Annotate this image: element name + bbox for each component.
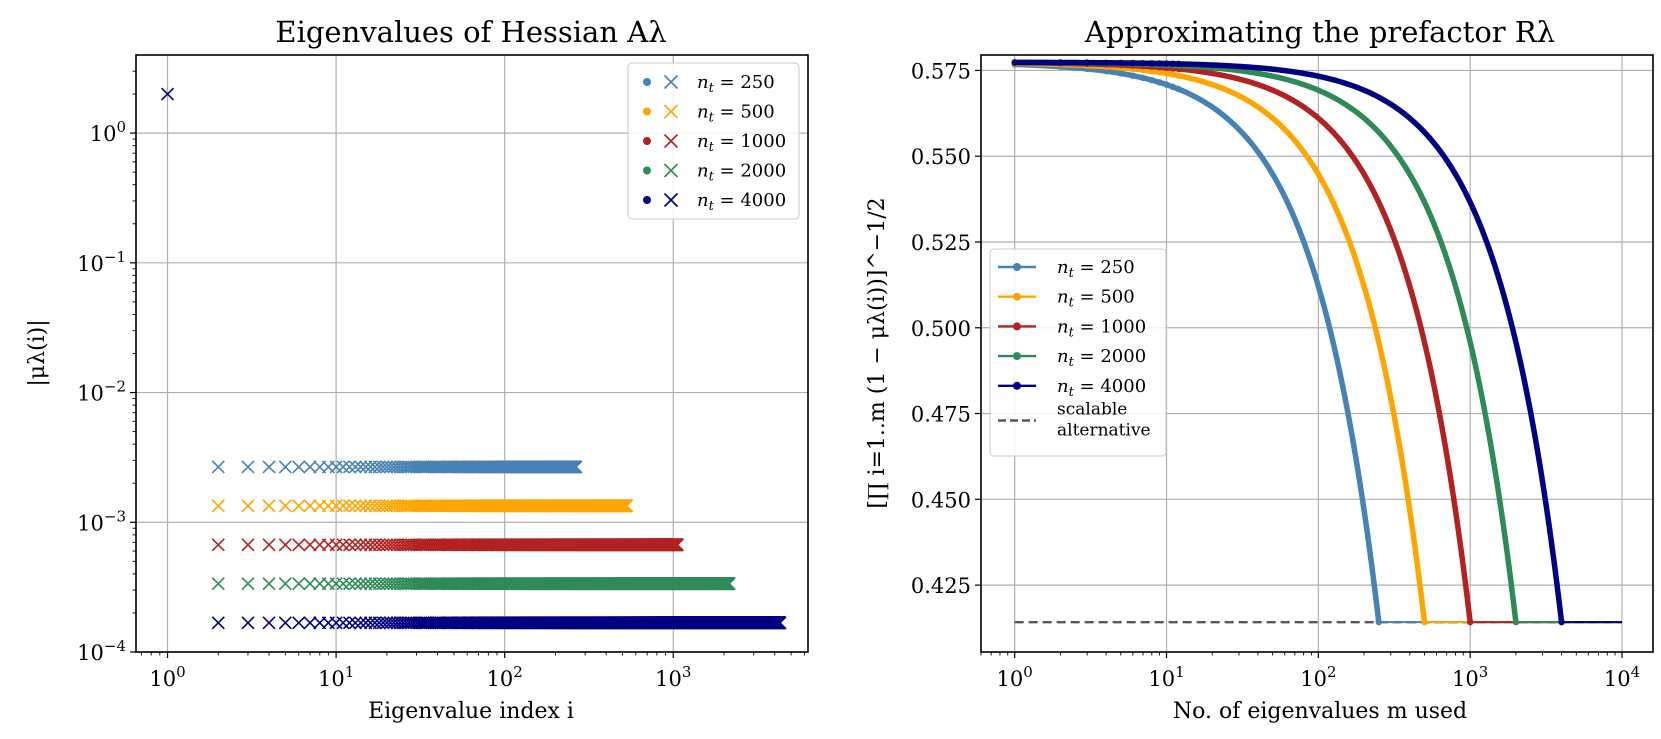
legend-box (989, 248, 1167, 457)
legend-dot (643, 107, 651, 116)
plot-area (160, 87, 787, 630)
y-tick-label: 0.550 (911, 145, 971, 169)
eigenvalue-series-500 (211, 499, 634, 513)
x-tick-label: 100 (149, 663, 185, 691)
y-axis-label: |μλ(i)| (25, 319, 50, 386)
y-tick-label: 10−3 (77, 507, 126, 535)
legend-cross (663, 74, 679, 90)
y-tick-label: 0.500 (911, 317, 971, 341)
legend-label-baseline: alternative (1057, 421, 1151, 441)
legend: nt = 250 nt = 500 nt = 1000 nt = 2000 nt = 4… (989, 248, 1167, 457)
y-tick-label: 0.475 (911, 403, 971, 427)
x-axis-label: Eigenvalue index i (368, 699, 574, 724)
legend-box (627, 62, 800, 220)
eigenvalue-chart: Eigenvalues of Hessian Aλ 100 101 102 10310… (25, 15, 809, 724)
legend-dot (643, 166, 651, 175)
legend-label: nt = 4000 (1057, 376, 1146, 400)
eigenvalue-series-1000 (211, 538, 685, 552)
prefactor-chart: Approximating the prefactor Rλ 100 101 102… (865, 15, 1654, 724)
legend-label: nt = 2000 (1057, 346, 1146, 370)
y-tick-label: 10−4 (77, 637, 126, 665)
legend: nt = 250 nt = 500 nt = 1000 nt = 2000 nt = 4… (627, 62, 800, 220)
legend-cross (663, 163, 679, 178)
legend-label-baseline: scalable (1057, 400, 1127, 420)
eigenvalue-series-250 (211, 460, 583, 474)
y-tick-label: 0.425 (911, 574, 971, 598)
eigenvalue-series-4000 (211, 616, 787, 630)
axis-ticks: 100 101 102 103 104 0.425 0.450 0.475 0.500 0.525… (911, 59, 1640, 691)
y-tick-label: 100 (90, 118, 126, 146)
axes-frame (980, 54, 1654, 653)
y-tick-label: 0.450 (911, 488, 971, 512)
legend-cross (663, 192, 679, 208)
x-tick-label: 103 (1452, 663, 1488, 691)
curve-250 (1013, 61, 1382, 623)
legend-label: nt = 500 (697, 102, 775, 126)
chart-title: Approximating the prefactor Rλ (1084, 15, 1555, 49)
legend-label: nt = 1000 (697, 131, 786, 155)
legend-label: nt = 250 (1057, 257, 1135, 281)
plot-area (1011, 59, 1623, 626)
legend-label: nt = 2000 (697, 161, 786, 185)
y-axis-label: [∏ i=1..m (1 − μλ(i))]^−1/2 (865, 197, 890, 508)
legend-dot (1013, 322, 1021, 331)
x-tick-label: 100 (997, 663, 1033, 691)
x-tick-label: 103 (655, 663, 691, 691)
x-tick-label: 101 (318, 663, 354, 691)
eigenvalue-series-2000 (211, 577, 736, 591)
legend-dot (643, 78, 651, 86)
legend-dot (643, 137, 651, 145)
x-tick-label: 104 (1604, 663, 1640, 691)
legend-dot (1013, 263, 1021, 271)
chart-title: Eigenvalues of Hessian Aλ (275, 15, 666, 49)
legend-dot (643, 196, 651, 204)
legend-dot (1013, 352, 1021, 361)
legend-dot (1013, 381, 1021, 390)
y-tick-label: 10−2 (77, 378, 126, 406)
y-tick-label: 10−1 (77, 248, 126, 276)
x-tick-label: 101 (1148, 663, 1184, 691)
x-tick-label: 102 (487, 663, 523, 691)
axis-ticks: 100 101 102 103 10−4 10−3 10−2 10−1 100 (77, 70, 805, 691)
legend-label: nt = 500 (1057, 287, 1135, 311)
x-tick-label: 102 (1300, 663, 1336, 691)
legend-label: nt = 1000 (1057, 316, 1146, 340)
x-axis-label: No. of eigenvalues m used (1173, 699, 1467, 724)
y-tick-label: 0.575 (911, 59, 971, 83)
legend-cross (663, 133, 679, 149)
y-tick-label: 0.525 (911, 231, 971, 255)
legend-label: nt = 250 (697, 72, 775, 96)
legend-cross (663, 104, 679, 119)
top-eigenvalue-marker (160, 87, 175, 101)
legend-dot (1013, 292, 1021, 301)
legend-label: nt = 4000 (697, 190, 786, 214)
